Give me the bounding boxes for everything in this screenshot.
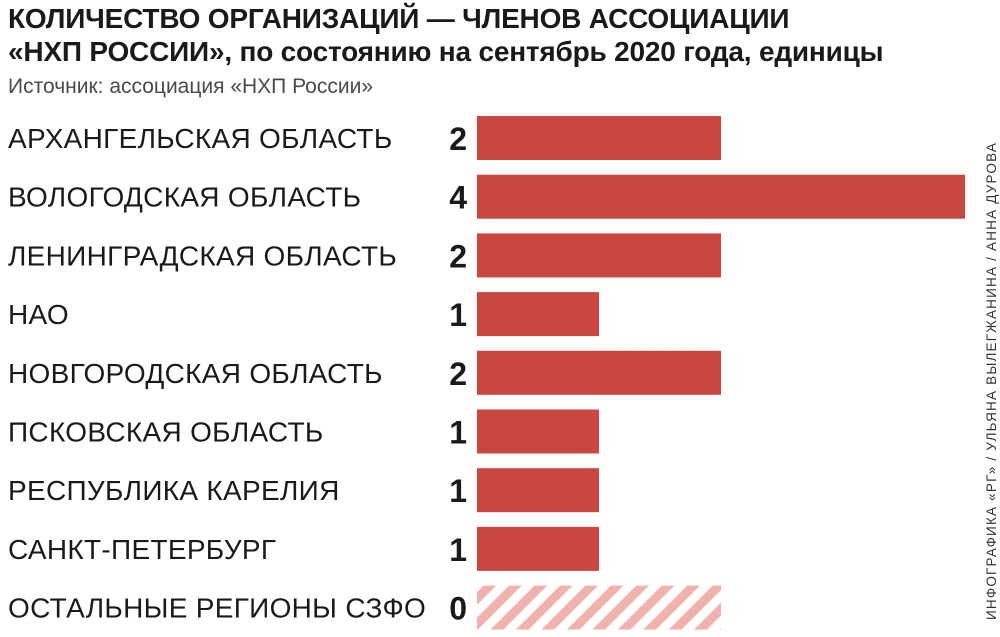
category-label: ОСТАЛЬНЫЕ РЕГИОНЫ СЗФО xyxy=(8,593,426,624)
category-label: ВОЛОГОДСКАЯ ОБЛАСТЬ xyxy=(8,182,361,213)
category-label: НОВГОРОДСКАЯ ОБЛАСТЬ xyxy=(8,358,383,389)
category-label: ЛЕНИНГРАДСКАЯ ОБЛАСТЬ xyxy=(8,240,397,271)
chart-title-line-1: КОЛИЧЕСТВО ОРГАНИЗАЦИЙ — ЧЛЕНОВ АССОЦИАЦ… xyxy=(8,3,790,34)
chart-title: КОЛИЧЕСТВО ОРГАНИЗАЦИЙ — ЧЛЕНОВ АССОЦИАЦ… xyxy=(8,2,988,68)
category-label: ПСКОВСКАЯ ОБЛАСТЬ xyxy=(8,417,324,448)
chart-source: Источник: ассоциация «НХП России» xyxy=(8,75,373,98)
bar xyxy=(477,292,599,337)
value-label: 0 xyxy=(449,591,467,627)
category-label: НАО xyxy=(8,299,69,330)
value-label: 1 xyxy=(449,532,467,568)
category-label: РЕСПУБЛИКА КАРЕЛИЯ xyxy=(8,475,340,506)
bar xyxy=(477,174,965,219)
chart-title-line-2: «НХП РОССИИ», по состоянию на сентябрь 2… xyxy=(8,36,884,67)
bar xyxy=(477,116,721,160)
bar xyxy=(477,350,721,395)
bar xyxy=(477,409,599,454)
value-label: 1 xyxy=(449,473,467,509)
bars-layer: АРХАНГЕЛЬСКАЯ ОБЛАСТЬ 2 ВОЛОГОДСКАЯ ОБЛАСТ… xyxy=(8,116,965,630)
value-label: 2 xyxy=(449,121,467,157)
bar xyxy=(477,233,721,278)
value-label: 1 xyxy=(449,415,467,451)
bar xyxy=(477,468,599,513)
category-label: САНКТ-ПЕТЕРБУРГ xyxy=(8,534,276,565)
value-label: 1 xyxy=(449,297,467,333)
bar xyxy=(477,526,599,571)
category-label: АРХАНГЕЛЬСКАЯ ОБЛАСТЬ xyxy=(8,123,393,154)
bar-zero-hatched xyxy=(477,585,721,630)
credit-text: ИНФОГРАФИКА «РГ» / УЛЬЯНА ВЫЛЕГЖАНИНА / … xyxy=(984,141,999,620)
value-label: 2 xyxy=(449,238,467,274)
value-label: 4 xyxy=(449,180,467,216)
value-label: 2 xyxy=(449,356,467,392)
